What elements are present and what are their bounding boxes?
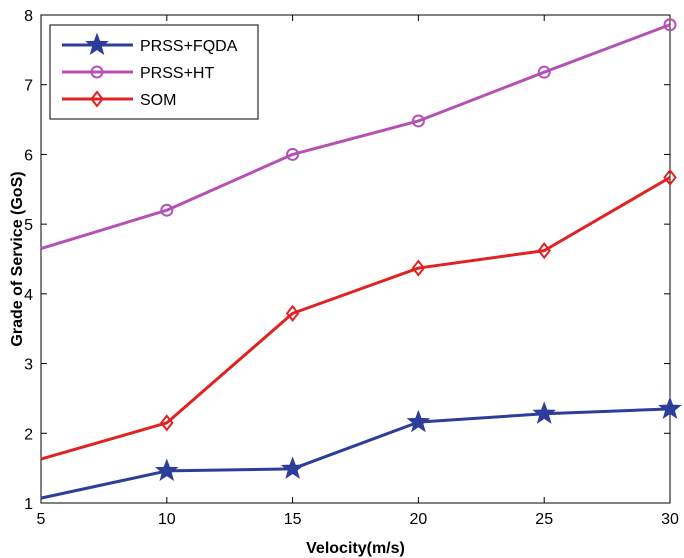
data-point-marker — [160, 414, 174, 432]
series-layer — [40, 18, 682, 500]
data-point-marker — [154, 458, 179, 481]
y-tick-label: 4 — [24, 287, 33, 304]
y-tick-label: 1 — [24, 496, 33, 513]
data-point-marker — [537, 65, 551, 79]
series-som — [40, 168, 677, 461]
y-tick-label: 8 — [24, 8, 33, 25]
y-tick-label: 7 — [24, 78, 33, 95]
data-point-marker — [280, 456, 305, 479]
legend-entry: SOM — [62, 90, 176, 109]
legend-label: SOM — [140, 92, 176, 109]
x-axis-label: Velocity(m/s) — [306, 540, 405, 557]
x-tick-label: 10 — [158, 511, 176, 528]
x-tick-label: 5 — [37, 511, 46, 528]
x-tick-label: 30 — [661, 511, 679, 528]
series-prss-ht — [40, 18, 677, 250]
series-line — [40, 407, 671, 500]
y-tick-label: 5 — [24, 217, 33, 234]
y-axis-label: Grade of Service (GoS) — [9, 171, 26, 346]
legend-label: PRSS+HT — [140, 65, 214, 82]
data-point-marker — [411, 259, 426, 277]
legend-entries: PRSS+FQDA PRSS+HT SOM — [62, 32, 238, 109]
x-tick-labels: 5 10 15 20 25 30 — [37, 511, 679, 528]
y-tick-label: 2 — [24, 426, 33, 443]
legend: PRSS+FQDA PRSS+HT SOM — [49, 24, 259, 120]
data-point-marker — [658, 396, 682, 419]
legend-entry: PRSS+FQDA — [62, 32, 238, 56]
y-tick-label: 3 — [24, 357, 33, 374]
legend-entry: PRSS+HT — [62, 65, 214, 82]
y-tick-label: 6 — [24, 147, 33, 164]
series-line — [40, 176, 671, 461]
legend-marker — [90, 90, 104, 108]
x-tick-label: 25 — [535, 511, 553, 528]
data-point-marker — [411, 114, 425, 128]
data-point-marker — [537, 242, 551, 260]
x-tick-label: 15 — [284, 511, 302, 528]
series-prss-fqda — [40, 396, 682, 500]
legend-marker — [85, 32, 109, 56]
y-tick-labels: 1 2 3 4 5 6 7 8 — [24, 8, 33, 513]
data-point-marker — [532, 401, 557, 424]
data-point-marker — [285, 304, 300, 322]
data-point-marker — [663, 168, 677, 187]
x-tick-label: 20 — [410, 511, 428, 528]
data-point-marker — [160, 203, 174, 217]
data-point-marker — [663, 18, 677, 32]
series-line — [40, 23, 671, 250]
data-point-marker — [286, 147, 300, 161]
legend-marker — [90, 65, 104, 79]
legend-label: PRSS+FQDA — [140, 38, 238, 55]
data-point-marker — [406, 409, 431, 433]
